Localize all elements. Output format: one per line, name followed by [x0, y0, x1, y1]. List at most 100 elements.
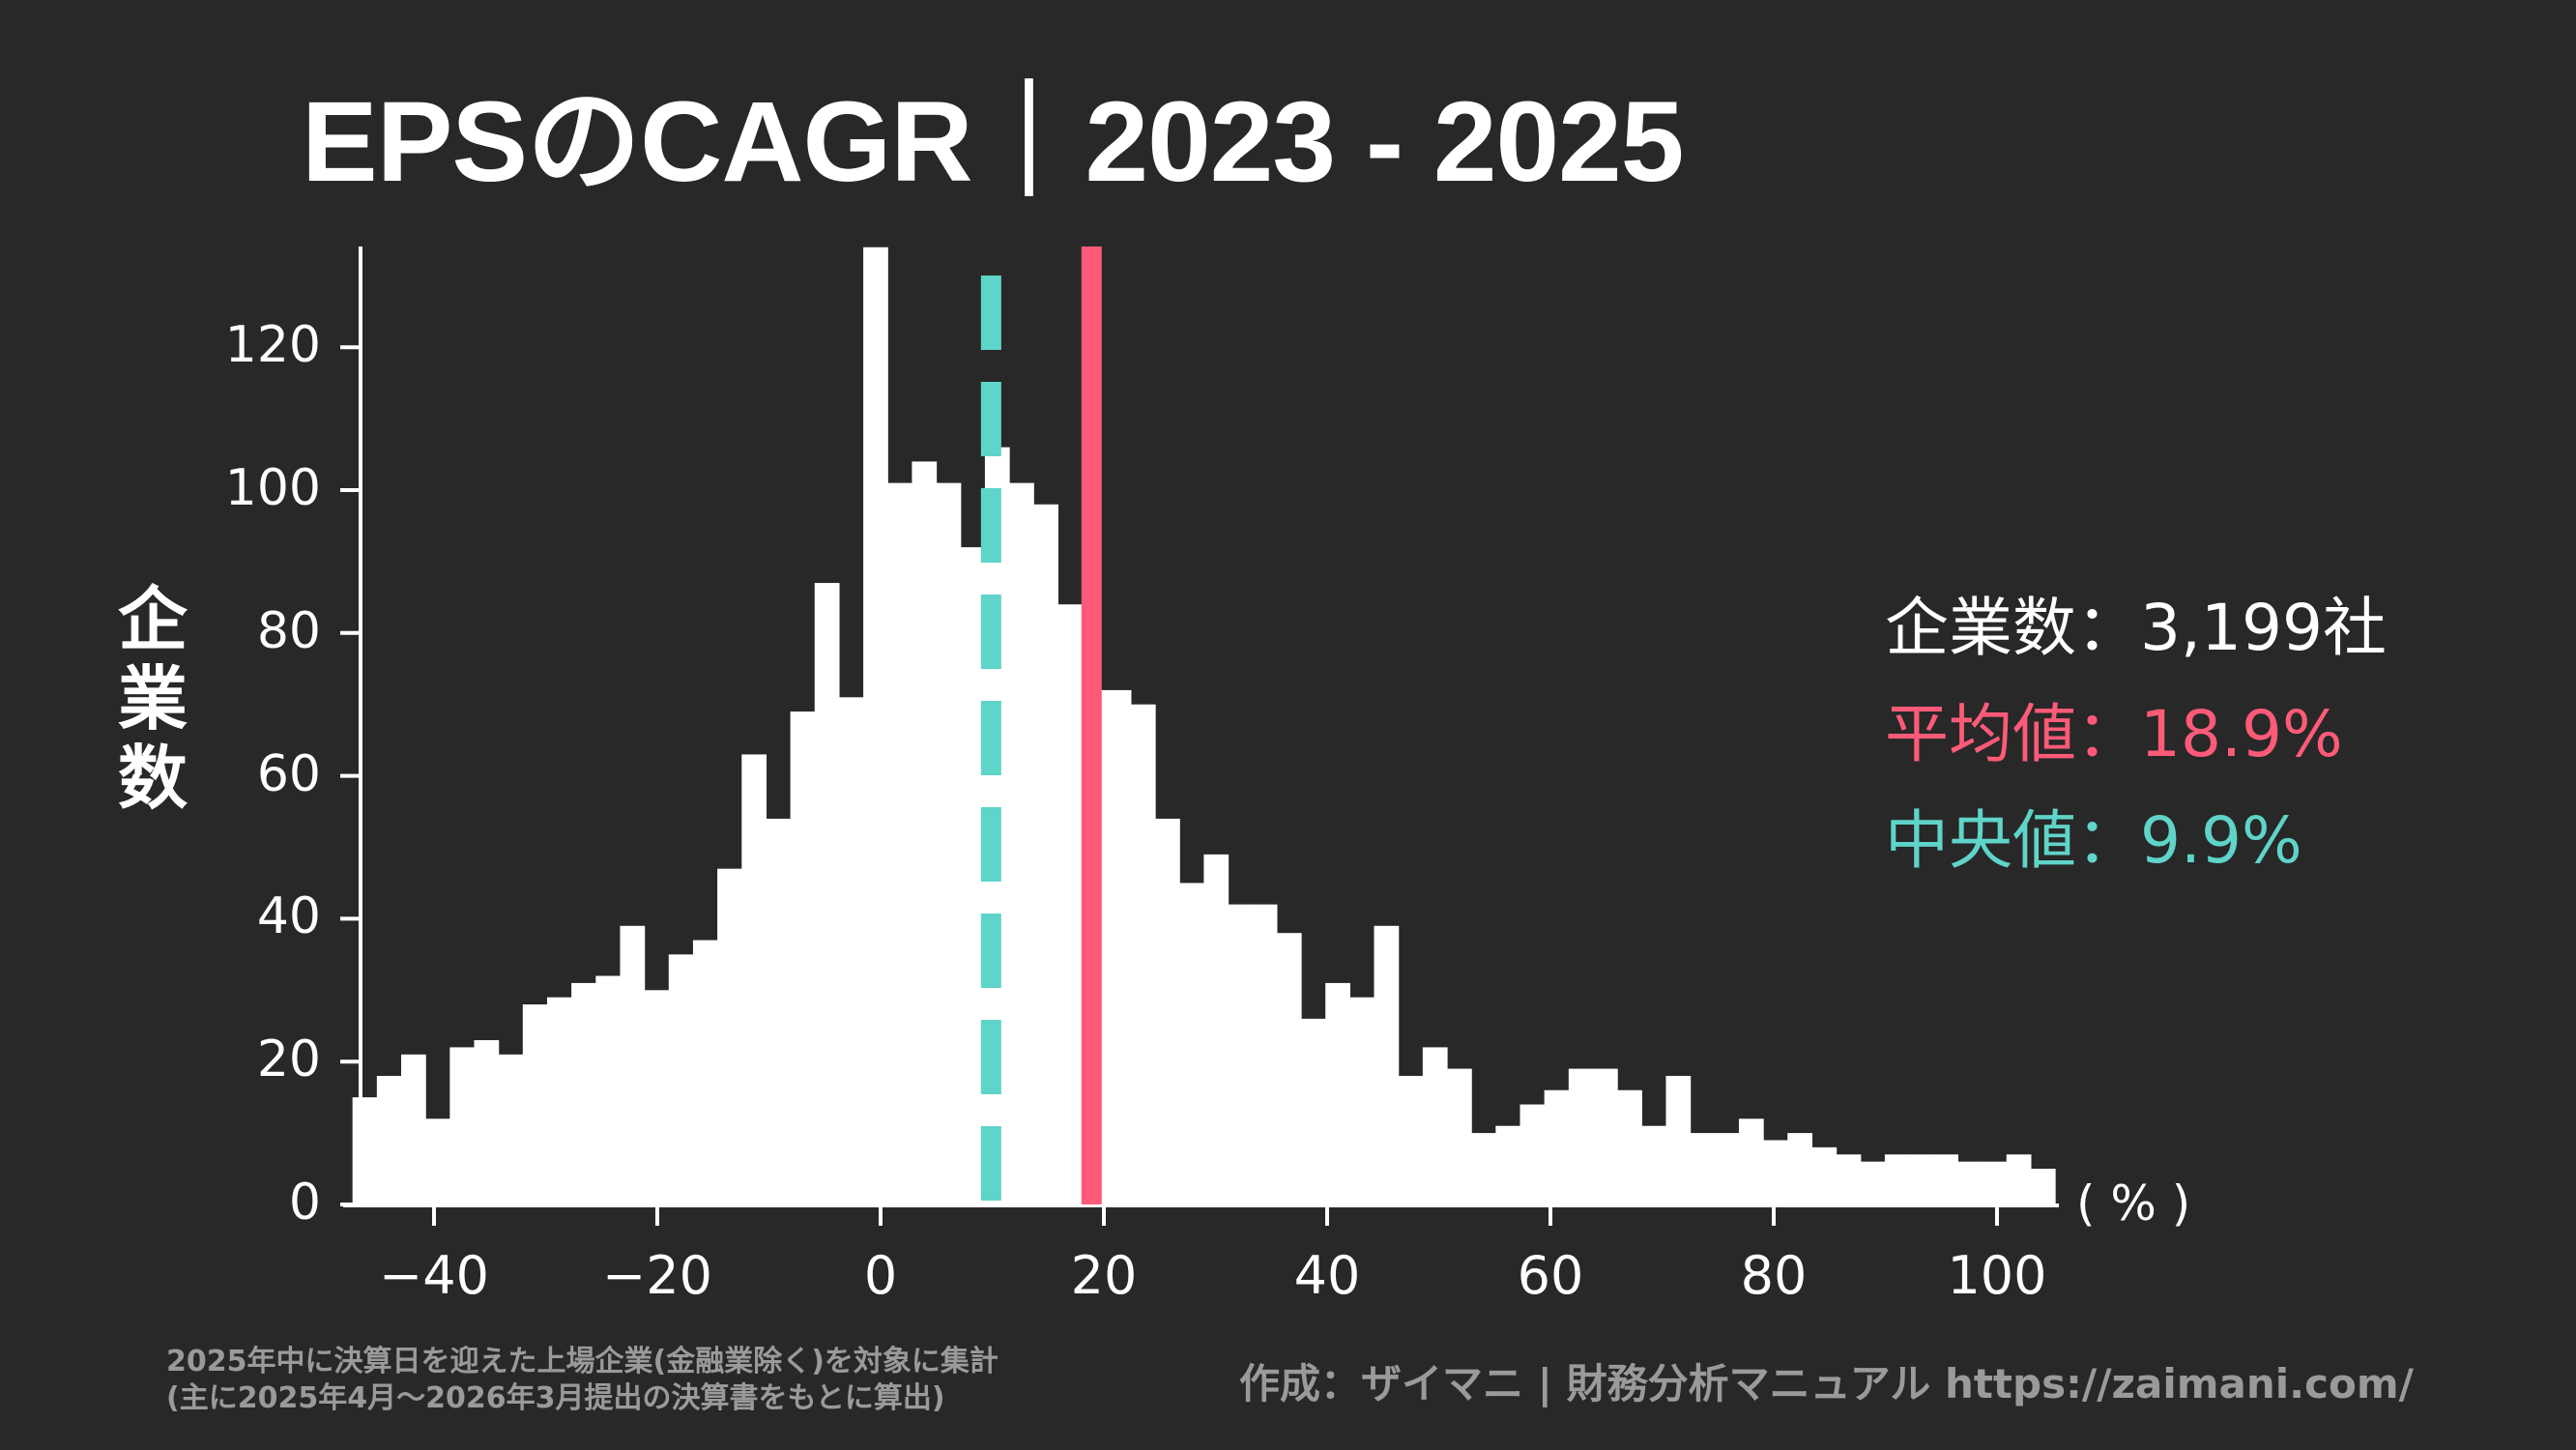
x-tick-label: 100 — [1947, 1245, 2047, 1306]
histogram-bar — [1471, 1133, 1496, 1204]
footnote-line-1: 2025年中に決算日を迎えた上場企業(金融業除く)を対象に集計 — [166, 1345, 999, 1378]
x-tick-label: 60 — [1517, 1245, 1584, 1306]
histogram-bar — [644, 990, 670, 1204]
histogram-bar — [912, 461, 938, 1204]
histogram-bar — [1301, 1018, 1326, 1204]
histogram-bar — [741, 754, 767, 1204]
legend-mean: 平均値：18.9% — [1885, 682, 2387, 788]
credit-text: 作成：ザイマニ | 財務分析マニュアル https://zaimani.com/ — [1239, 1360, 2414, 1407]
histogram-bar — [401, 1054, 426, 1204]
histogram-bar — [766, 818, 792, 1204]
median-value: 9.9% — [2140, 803, 2302, 878]
histogram-bar — [863, 246, 888, 1205]
histogram-bar — [1714, 1133, 1740, 1204]
histogram-bar — [1520, 1104, 1546, 1204]
histogram-bar — [1738, 1118, 1764, 1204]
x-tick-label: −40 — [379, 1245, 489, 1306]
histogram-bar — [814, 583, 840, 1204]
histogram-bar — [1106, 689, 1132, 1204]
y-axis-label: 企 業 数 — [114, 580, 191, 818]
y-tick-label: 120 — [224, 316, 321, 375]
y-tick-label: 20 — [256, 1030, 321, 1089]
histogram-bar — [717, 868, 742, 1204]
stat-lines — [980, 246, 1102, 1204]
histogram-bar — [1179, 883, 1204, 1204]
histogram-bar — [2006, 1154, 2032, 1204]
histogram-bar — [1957, 1161, 1983, 1204]
histogram-bar — [668, 954, 694, 1204]
x-tick-label: −20 — [602, 1245, 712, 1306]
histogram-bar — [1763, 1140, 1788, 1204]
histogram-bar — [474, 1040, 500, 1204]
histogram-bar — [1203, 854, 1230, 1204]
histogram-bar — [1933, 1154, 1959, 1204]
histogram-bar — [425, 1118, 450, 1204]
histogram-bar — [498, 1054, 524, 1204]
histogram-bar — [571, 982, 596, 1204]
median-label: 中央値： — [1885, 803, 2140, 878]
y-axis-label-char: 数 — [117, 738, 188, 819]
histogram-bar — [1690, 1133, 1716, 1204]
histogram-bars — [352, 246, 2056, 1205]
histogram-bar — [376, 1075, 402, 1204]
histogram-bar — [1276, 933, 1302, 1204]
histogram-bar — [936, 482, 962, 1204]
histogram-bar — [1617, 1089, 1642, 1204]
histogram-bar — [1811, 1146, 1838, 1204]
histogram-bar — [352, 1097, 378, 1204]
histogram-bar — [595, 975, 622, 1204]
footnote-line-2: (主に2025年4月～2026年3月提出の決算書をもとに算出) — [166, 1381, 945, 1415]
histogram-bar — [1155, 818, 1180, 1204]
histogram-bar — [838, 697, 864, 1204]
histogram-bar — [546, 997, 572, 1204]
histogram-bar — [1057, 604, 1084, 1204]
y-tick-label: 60 — [256, 744, 321, 803]
histogram-bar — [449, 1047, 476, 1204]
x-tick-label: 0 — [863, 1245, 898, 1306]
axes — [340, 246, 2060, 1226]
stats-legend: 企業数：3,199社 平均値：18.9% 中央値：9.9% — [1885, 575, 2387, 894]
histogram-bar — [1398, 1075, 1424, 1204]
chart-title: EPSのCAGR｜2023 - 2025 — [302, 78, 1684, 206]
histogram-bar — [1544, 1089, 1570, 1204]
count-label: 企業数： — [1885, 591, 2140, 665]
histogram-bar — [1909, 1154, 1934, 1204]
histogram-bar — [1349, 997, 1375, 1204]
x-axis-unit: ( % ) — [2076, 1175, 2191, 1232]
count-value: 3,199社 — [2140, 591, 2387, 665]
y-tick-label: 40 — [256, 887, 321, 946]
histogram-bar — [1665, 1075, 1692, 1204]
histogram-bar — [1860, 1161, 1886, 1204]
histogram-bar — [1252, 904, 1278, 1204]
histogram-bar — [1495, 1125, 1521, 1204]
histogram-bar — [1447, 1068, 1472, 1204]
footnote: 2025年中に決算日を迎えた上場企業(金融業除く)を対象に集計 (主に2025年… — [166, 1344, 999, 1417]
y-axis-label-char: 業 — [117, 658, 188, 740]
histogram-bar — [1009, 482, 1034, 1204]
histogram-bar — [1592, 1068, 1618, 1204]
y-tick-label: 100 — [224, 459, 321, 517]
histogram-bar — [1884, 1154, 1910, 1204]
histogram-bar — [1836, 1154, 1862, 1204]
histogram-bar — [1033, 504, 1058, 1204]
histogram-bar — [1228, 904, 1254, 1204]
x-tick-label: 80 — [1740, 1245, 1808, 1306]
y-axis-label-char: 企 — [117, 579, 188, 660]
histogram-bar — [1641, 1125, 1667, 1204]
histogram-bar — [1130, 704, 1156, 1204]
mean-label: 平均値： — [1885, 697, 2140, 771]
legend-median: 中央値：9.9% — [1885, 788, 2387, 894]
x-tick-label: 20 — [1070, 1245, 1138, 1306]
legend-count: 企業数：3,199社 — [1885, 575, 2387, 682]
histogram-bar — [522, 1004, 548, 1204]
histogram-bar — [1325, 982, 1350, 1204]
histogram-bar — [1787, 1133, 1813, 1204]
x-tick-label: 40 — [1293, 1245, 1361, 1306]
histogram-bar — [692, 940, 718, 1204]
histogram-bar — [1374, 925, 1400, 1204]
y-tick-label: 80 — [256, 601, 321, 660]
histogram-bar — [2030, 1169, 2056, 1204]
mean-value: 18.9% — [2140, 697, 2343, 771]
histogram-bar — [1422, 1047, 1448, 1204]
